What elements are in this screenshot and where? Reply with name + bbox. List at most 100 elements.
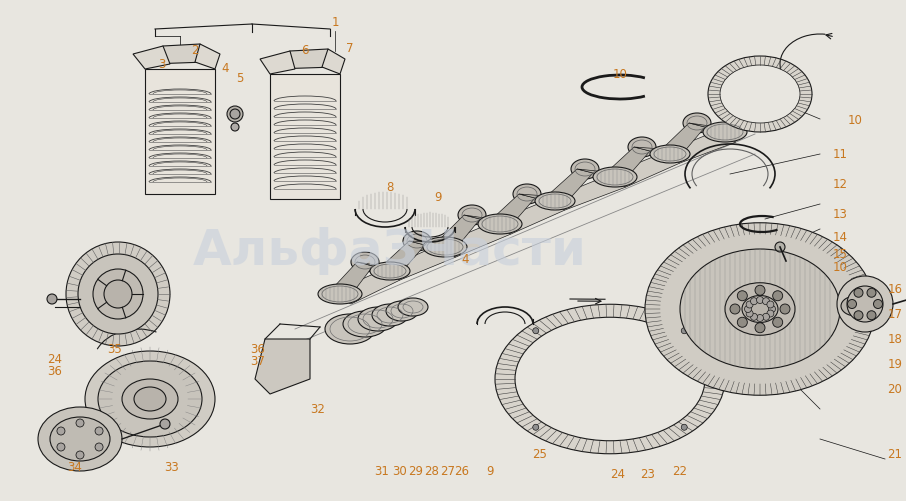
- Text: 3: 3: [159, 59, 166, 71]
- Ellipse shape: [458, 205, 486, 225]
- Ellipse shape: [93, 270, 143, 319]
- Polygon shape: [689, 124, 733, 138]
- Circle shape: [231, 124, 239, 132]
- Circle shape: [737, 318, 747, 328]
- Ellipse shape: [515, 318, 705, 441]
- Ellipse shape: [78, 255, 158, 334]
- Polygon shape: [660, 133, 736, 164]
- Text: 12: 12: [833, 178, 847, 191]
- Text: 25: 25: [533, 447, 547, 460]
- Text: 7: 7: [346, 42, 353, 55]
- Ellipse shape: [720, 66, 800, 124]
- Polygon shape: [545, 178, 626, 210]
- Polygon shape: [150, 45, 207, 65]
- Circle shape: [681, 424, 688, 430]
- Circle shape: [766, 302, 774, 309]
- Text: 31: 31: [374, 464, 390, 477]
- Ellipse shape: [134, 387, 166, 411]
- Circle shape: [873, 300, 882, 309]
- Ellipse shape: [386, 302, 418, 321]
- Circle shape: [763, 298, 769, 305]
- Circle shape: [747, 311, 753, 317]
- Polygon shape: [275, 50, 335, 70]
- Polygon shape: [195, 45, 220, 70]
- Circle shape: [766, 311, 774, 317]
- Text: 9: 9: [434, 191, 442, 204]
- Polygon shape: [382, 241, 425, 277]
- Ellipse shape: [478, 214, 522, 234]
- Ellipse shape: [593, 168, 637, 188]
- Polygon shape: [437, 215, 480, 253]
- Circle shape: [681, 328, 688, 334]
- Text: 4: 4: [221, 62, 228, 74]
- Circle shape: [750, 314, 757, 321]
- Circle shape: [854, 311, 863, 320]
- Ellipse shape: [122, 379, 178, 419]
- Text: 27: 27: [440, 464, 456, 477]
- Circle shape: [57, 443, 65, 451]
- Circle shape: [755, 323, 765, 333]
- Text: 32: 32: [311, 403, 325, 416]
- Text: 21: 21: [888, 447, 902, 460]
- Text: 17: 17: [888, 308, 902, 321]
- Circle shape: [533, 424, 539, 430]
- Circle shape: [57, 427, 65, 435]
- Circle shape: [76, 451, 84, 459]
- Circle shape: [76, 419, 84, 427]
- Circle shape: [757, 297, 764, 304]
- Ellipse shape: [725, 283, 795, 336]
- Circle shape: [867, 289, 876, 298]
- Polygon shape: [380, 247, 456, 281]
- Text: 9: 9: [487, 464, 494, 477]
- Polygon shape: [329, 272, 400, 305]
- Text: 10: 10: [612, 68, 628, 81]
- Circle shape: [847, 300, 856, 309]
- Circle shape: [867, 311, 876, 320]
- Circle shape: [160, 419, 170, 429]
- Ellipse shape: [742, 296, 778, 323]
- Polygon shape: [260, 52, 295, 75]
- Ellipse shape: [513, 185, 541, 204]
- Polygon shape: [464, 215, 508, 229]
- Circle shape: [533, 328, 539, 334]
- Text: 1: 1: [332, 16, 339, 29]
- Text: 37: 37: [251, 355, 265, 368]
- Bar: [145, 70, 215, 194]
- Ellipse shape: [370, 263, 410, 281]
- Text: 22: 22: [672, 464, 688, 477]
- Ellipse shape: [50, 417, 110, 461]
- Ellipse shape: [535, 192, 575, 210]
- Circle shape: [47, 295, 57, 305]
- Text: АльфаЗЧасти: АльфаЗЧасти: [193, 226, 586, 275]
- Circle shape: [747, 302, 753, 309]
- Text: 30: 30: [392, 464, 408, 477]
- Text: 28: 28: [425, 464, 439, 477]
- Ellipse shape: [841, 297, 871, 316]
- Polygon shape: [492, 194, 535, 229]
- Text: 6: 6: [302, 44, 309, 57]
- Ellipse shape: [358, 308, 398, 331]
- Polygon shape: [357, 263, 398, 277]
- Circle shape: [95, 427, 103, 435]
- Circle shape: [780, 305, 790, 314]
- Polygon shape: [662, 124, 705, 160]
- Text: 14: 14: [833, 231, 847, 244]
- Text: 13: 13: [833, 208, 847, 221]
- Circle shape: [773, 291, 783, 301]
- Circle shape: [854, 289, 863, 298]
- Circle shape: [775, 242, 785, 253]
- Ellipse shape: [683, 114, 711, 134]
- Polygon shape: [409, 241, 453, 253]
- Ellipse shape: [650, 146, 690, 164]
- Text: 26: 26: [455, 464, 469, 477]
- Ellipse shape: [708, 57, 812, 133]
- Polygon shape: [604, 155, 680, 188]
- Polygon shape: [634, 148, 678, 160]
- Ellipse shape: [423, 237, 467, 258]
- Text: 35: 35: [108, 343, 122, 356]
- Ellipse shape: [680, 249, 840, 369]
- Ellipse shape: [495, 305, 725, 454]
- Text: 4: 4: [461, 253, 468, 266]
- Text: 29: 29: [409, 464, 423, 477]
- Circle shape: [755, 286, 765, 296]
